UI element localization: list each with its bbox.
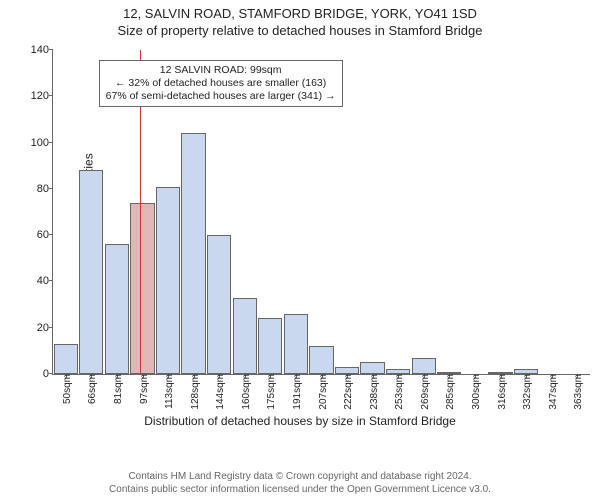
x-tick-label: 50sqm [59,374,73,404]
x-tick-label: 363sqm [570,374,584,410]
x-tick-label: 253sqm [391,374,405,410]
histogram-bar [412,358,436,374]
annotation-line: 12 SALVIN ROAD: 99sqm [106,64,336,77]
x-tick-label: 191sqm [289,374,303,410]
footer-attribution: Contains HM Land Registry data © Crown c… [0,471,600,496]
x-tick-label: 238sqm [366,374,380,410]
x-tick-label: 175sqm [263,374,277,410]
footer-line2: Contains public sector information licen… [0,484,600,497]
y-tick-mark [49,373,53,374]
y-tick-label: 100 [31,137,53,149]
y-tick-label: 20 [37,322,53,334]
histogram-bar [105,244,129,374]
y-tick-mark [49,95,53,96]
histogram-bar [309,346,333,374]
y-tick-mark [49,49,53,50]
y-tick-mark [49,188,53,189]
histogram-bar [79,170,103,374]
plot-area: 02040608010012014050sqm66sqm81sqm97sqm11… [52,50,590,375]
histogram-bar [207,235,231,374]
x-tick-label: 347sqm [545,374,559,410]
x-tick-label: 81sqm [110,374,124,404]
histogram-bar [360,362,384,374]
chart-container: Number of detached properties 0204060801… [0,42,600,430]
annotation-box: 12 SALVIN ROAD: 99sqm← 32% of detached h… [99,60,343,107]
y-tick-label: 40 [37,275,53,287]
annotation-line: ← 32% of detached houses are smaller (16… [106,77,336,90]
histogram-bar [258,318,282,374]
x-tick-label: 207sqm [315,374,329,410]
y-tick-mark [49,280,53,281]
page-title-line1: 12, SALVIN ROAD, STAMFORD BRIDGE, YORK, … [0,0,600,21]
y-tick-mark [49,327,53,328]
histogram-bar [181,133,205,374]
y-tick-mark [49,142,53,143]
x-tick-label: 66sqm [84,374,98,404]
histogram-bar [335,367,359,374]
y-tick-label: 60 [37,229,53,241]
footer-line1: Contains HM Land Registry data © Crown c… [0,471,600,484]
x-tick-label: 332sqm [519,374,533,410]
x-tick-label: 300sqm [468,374,482,410]
y-tick-label: 0 [43,368,53,380]
x-tick-label: 269sqm [417,374,431,410]
x-tick-label: 144sqm [212,374,226,410]
y-tick-label: 80 [37,183,53,195]
y-tick-label: 140 [31,44,53,56]
y-tick-mark [49,234,53,235]
histogram-bar [156,187,180,374]
annotation-line: 67% of semi-detached houses are larger (… [106,90,336,103]
x-tick-label: 97sqm [136,374,150,404]
x-tick-label: 113sqm [161,374,175,409]
x-tick-label: 160sqm [238,374,252,410]
histogram-bar [233,298,257,374]
x-tick-label: 316sqm [494,374,508,410]
page-title-line2: Size of property relative to detached ho… [0,21,600,38]
y-tick-label: 120 [31,90,53,102]
histogram-bar [54,344,78,374]
x-tick-label: 222sqm [340,374,354,410]
x-axis-label: Distribution of detached houses by size … [0,414,600,428]
histogram-bar [284,314,308,374]
x-tick-label: 285sqm [442,374,456,410]
histogram-bar [130,203,154,374]
x-tick-label: 128sqm [187,374,201,410]
